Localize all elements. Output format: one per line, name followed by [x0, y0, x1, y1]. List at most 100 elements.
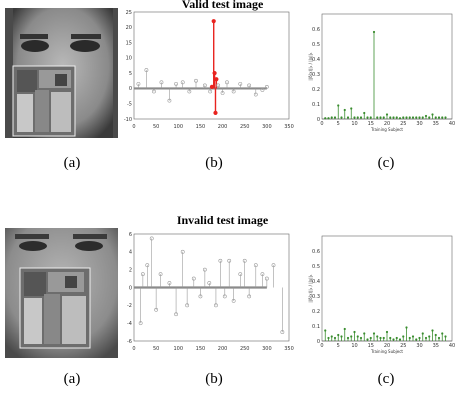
x-tick-label: 0 — [320, 121, 323, 127]
stem-point — [187, 89, 192, 94]
stem-point — [424, 336, 428, 340]
caption-b-1: (b) — [205, 155, 223, 171]
stem-point — [441, 332, 444, 335]
y-tick-label: 5 — [129, 71, 132, 77]
stem-point — [198, 294, 203, 299]
x-tick-label: 250 — [240, 346, 250, 352]
y-tick-label: 0.4 — [312, 57, 320, 63]
stem-point — [444, 335, 447, 338]
y-tick-label: -2 — [127, 303, 132, 309]
stem-point — [340, 335, 343, 338]
stem-point — [149, 236, 154, 241]
y-tick-label: 6 — [129, 232, 132, 238]
x-tick-label: 200 — [218, 346, 228, 352]
stem-point — [392, 116, 395, 119]
stem-point — [180, 249, 185, 254]
y-tick-label: 0.2 — [312, 87, 320, 93]
y-tick-label: -4 — [127, 321, 132, 327]
stem-point — [333, 116, 337, 119]
stem-point — [411, 335, 415, 338]
x-tick-label: 100 — [174, 346, 184, 352]
stem-point — [346, 116, 350, 119]
x-tick-label: 300 — [262, 346, 272, 352]
stem-point — [222, 294, 227, 299]
caption-a-2: (a) — [63, 371, 81, 387]
x-tick-label: 150 — [196, 346, 206, 352]
y-axis-label: ||δ(x)||₁ / ||x||₁ — [308, 274, 313, 303]
stem-point — [138, 321, 143, 326]
stem-point — [212, 71, 217, 76]
stem-point — [174, 312, 178, 317]
stem-point — [264, 276, 269, 281]
caption-c-2: (c) — [377, 371, 395, 387]
invalid-residual-svg: 0 5 10 15 20 25 30 35 40 0 0.1 0.2 0.3 0.4 0.5 0.6 Train… — [308, 235, 455, 354]
stem-point — [327, 336, 330, 340]
stem-point — [437, 116, 441, 119]
x-tick-label: 350 — [284, 124, 294, 130]
stem-point — [408, 116, 411, 119]
stem-point — [444, 116, 447, 119]
valid-residual-plot: 0 5 10 15 20 25 30 35 40 0 0.1 0.2 0.3 0.4 0.5 0.6 Train… — [308, 10, 458, 135]
stem-point — [431, 329, 434, 332]
stem-point — [437, 336, 441, 340]
x-tick-label: 40 — [449, 343, 455, 349]
stem-point — [260, 88, 265, 92]
x-tick-label: 0 — [132, 124, 135, 130]
stem-point — [213, 110, 218, 115]
y-tick-label: 15 — [126, 40, 132, 46]
stem-point — [408, 336, 411, 340]
stem-point — [324, 329, 327, 332]
stem-point — [231, 298, 236, 303]
caption-b-2: (b) — [205, 371, 223, 387]
invalid-coefficient-plot: 0 50 100 150 200 250 300 350 -6 -4 -2 0 2 4 6 — [120, 230, 295, 355]
stem-point — [415, 338, 418, 341]
stem-point — [140, 272, 145, 277]
stem-point — [208, 89, 213, 94]
stem-point — [238, 272, 243, 277]
stem-point — [191, 276, 196, 281]
x-axis-label: Training Subject — [370, 127, 403, 132]
x-tick-label: 0 — [320, 343, 323, 349]
stem-point — [231, 89, 236, 94]
valid-coefficient-svg: 0 50 100 150 200 250 300 350 -10 -5 0 5 10 15 20 25 — [124, 10, 294, 130]
x-tick-label: 20 — [384, 343, 390, 349]
x-tick-label: 20 — [384, 121, 390, 127]
stem-point — [330, 335, 333, 338]
stem-point — [385, 113, 389, 116]
stem-point — [227, 258, 232, 263]
stem-point — [441, 116, 444, 119]
stem-point — [167, 98, 172, 103]
x-tick-label: 10 — [351, 343, 357, 349]
stem-point — [180, 80, 185, 85]
stem-point — [411, 116, 415, 119]
stem-point — [194, 78, 198, 83]
y-tick-label: 4 — [129, 250, 132, 256]
stem-point — [434, 333, 437, 337]
x-tick-label: 5 — [337, 121, 340, 127]
x-tick-label: 25 — [400, 343, 406, 349]
stem-point — [418, 336, 421, 340]
stem-point — [421, 332, 424, 335]
y-tick-label: 0.6 — [312, 27, 320, 33]
stem-point — [376, 335, 379, 338]
caption-c-1: (c) — [377, 155, 395, 171]
stem-point — [324, 117, 327, 120]
x-tick-label: 50 — [153, 124, 159, 130]
y-tick-label: 0 — [129, 285, 132, 291]
stem-point — [356, 335, 359, 338]
stem-point — [434, 116, 437, 119]
y-tick-label: 0.1 — [312, 102, 320, 108]
stem-point — [280, 330, 285, 334]
stem-point — [431, 113, 434, 116]
plot-frame — [133, 11, 290, 120]
stem-point — [353, 116, 356, 119]
stem-point — [238, 81, 243, 86]
stem-point — [260, 272, 265, 277]
y-tick-label: 25 — [126, 10, 132, 16]
stem-point — [211, 19, 216, 24]
stem-point — [418, 116, 421, 119]
stem-point — [253, 92, 258, 97]
y-tick-label: 20 — [126, 25, 132, 31]
y-tick-label: 0.2 — [312, 309, 320, 315]
y-tick-label: -6 — [127, 339, 132, 345]
